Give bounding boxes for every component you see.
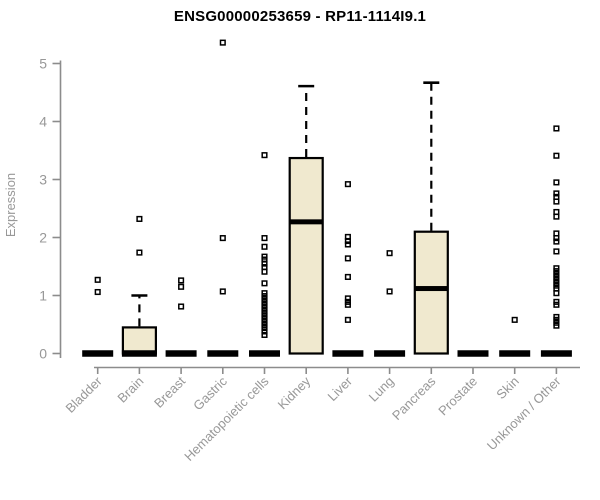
outlier-point (178, 283, 185, 290)
outlier-point (261, 324, 268, 332)
outlier-point (344, 237, 351, 245)
x-tick-label: Kidney (275, 373, 314, 412)
outlier-point (553, 152, 560, 159)
outlier-point (219, 39, 226, 46)
zero-bar (82, 350, 114, 357)
outlier-point (94, 288, 101, 296)
box-kidney (288, 84, 324, 355)
box-unknown-other (540, 125, 572, 357)
outlier-point (261, 280, 268, 287)
y-tick-label: 1 (39, 288, 47, 304)
outlier-point (511, 316, 518, 323)
box-prostate (457, 350, 489, 357)
outlier-point (553, 301, 560, 308)
box-hematopoietic-cells (249, 152, 280, 357)
zero-bar (207, 350, 239, 357)
box-lung (374, 250, 406, 357)
box-brain (121, 215, 158, 357)
x-tick-label: Lung (366, 374, 397, 405)
box-liver (332, 181, 364, 357)
outlier-point (178, 303, 185, 310)
x-tick-label: Bladder (63, 373, 106, 416)
y-tick-label: 5 (39, 56, 47, 72)
y-tick-label: 0 (39, 346, 47, 362)
zero-bar (540, 350, 572, 357)
x-tick-label: Breast (151, 373, 188, 410)
outlier-point (261, 268, 268, 275)
box-pancreas (413, 81, 449, 355)
y-tick-label: 3 (39, 172, 47, 188)
outlier-point (219, 235, 226, 242)
outlier-point (94, 276, 101, 283)
outlier-point (344, 255, 351, 262)
zero-bar (374, 350, 406, 357)
box-bladder (82, 276, 114, 357)
outlier-point (178, 277, 185, 284)
box-body (413, 230, 449, 355)
outlier-point (344, 241, 351, 248)
median-line (414, 286, 448, 292)
outlier-point (553, 198, 560, 205)
outlier-point (553, 213, 560, 220)
outlier-point (261, 152, 268, 159)
outlier-point (344, 301, 351, 308)
outlier-point (136, 249, 143, 256)
outlier-point (344, 181, 351, 188)
outlier-point (344, 295, 351, 302)
outlier-point (553, 248, 560, 255)
x-tick-label: Prostate (435, 374, 480, 419)
outlier-point (261, 243, 268, 250)
x-tick-label: Gastric (190, 373, 230, 413)
y-tick-label: 2 (39, 230, 47, 246)
x-tick-label: Pancreas (389, 373, 439, 423)
zero-bar (457, 350, 489, 357)
outlier-point (344, 316, 351, 323)
outlier-point (553, 125, 560, 132)
y-axis: 0 1 2 3 4 5 Expression (3, 56, 62, 362)
outlier-point (386, 288, 393, 295)
outlier-point (261, 260, 268, 267)
outlier-point (386, 250, 393, 257)
outlier-point (553, 238, 560, 245)
box-skin (499, 316, 531, 357)
outlier-point (136, 215, 143, 222)
box-body (121, 326, 158, 355)
x-tick-label: Liver (324, 373, 355, 404)
x-tick-label: Unknown / Other (484, 373, 564, 453)
outlier-point (553, 235, 560, 242)
x-tick-label: Brain (114, 374, 146, 406)
zero-bar (165, 350, 197, 357)
outlier-point (261, 331, 268, 338)
outlier-point (261, 328, 268, 335)
outlier-point (261, 235, 268, 242)
y-axis-title: Expression (3, 173, 18, 237)
x-tick-label: Skin (493, 374, 521, 402)
zero-bar (332, 350, 364, 357)
box-gastric (207, 39, 239, 357)
outlier-point (553, 190, 560, 197)
median-line (121, 350, 157, 357)
zero-bar (249, 350, 280, 357)
box-breast (165, 277, 197, 357)
outlier-point (219, 288, 226, 295)
y-tick-label: 4 (39, 114, 47, 130)
outlier-point (553, 290, 560, 297)
zero-bar (499, 350, 531, 357)
median-line (289, 219, 323, 225)
outlier-point (344, 273, 351, 280)
box-body (288, 156, 324, 355)
outlier-point (553, 322, 560, 329)
outlier-point (553, 179, 560, 186)
chart-title: ENSG00000253659 - RP11-1114I9.1 (173, 8, 427, 25)
